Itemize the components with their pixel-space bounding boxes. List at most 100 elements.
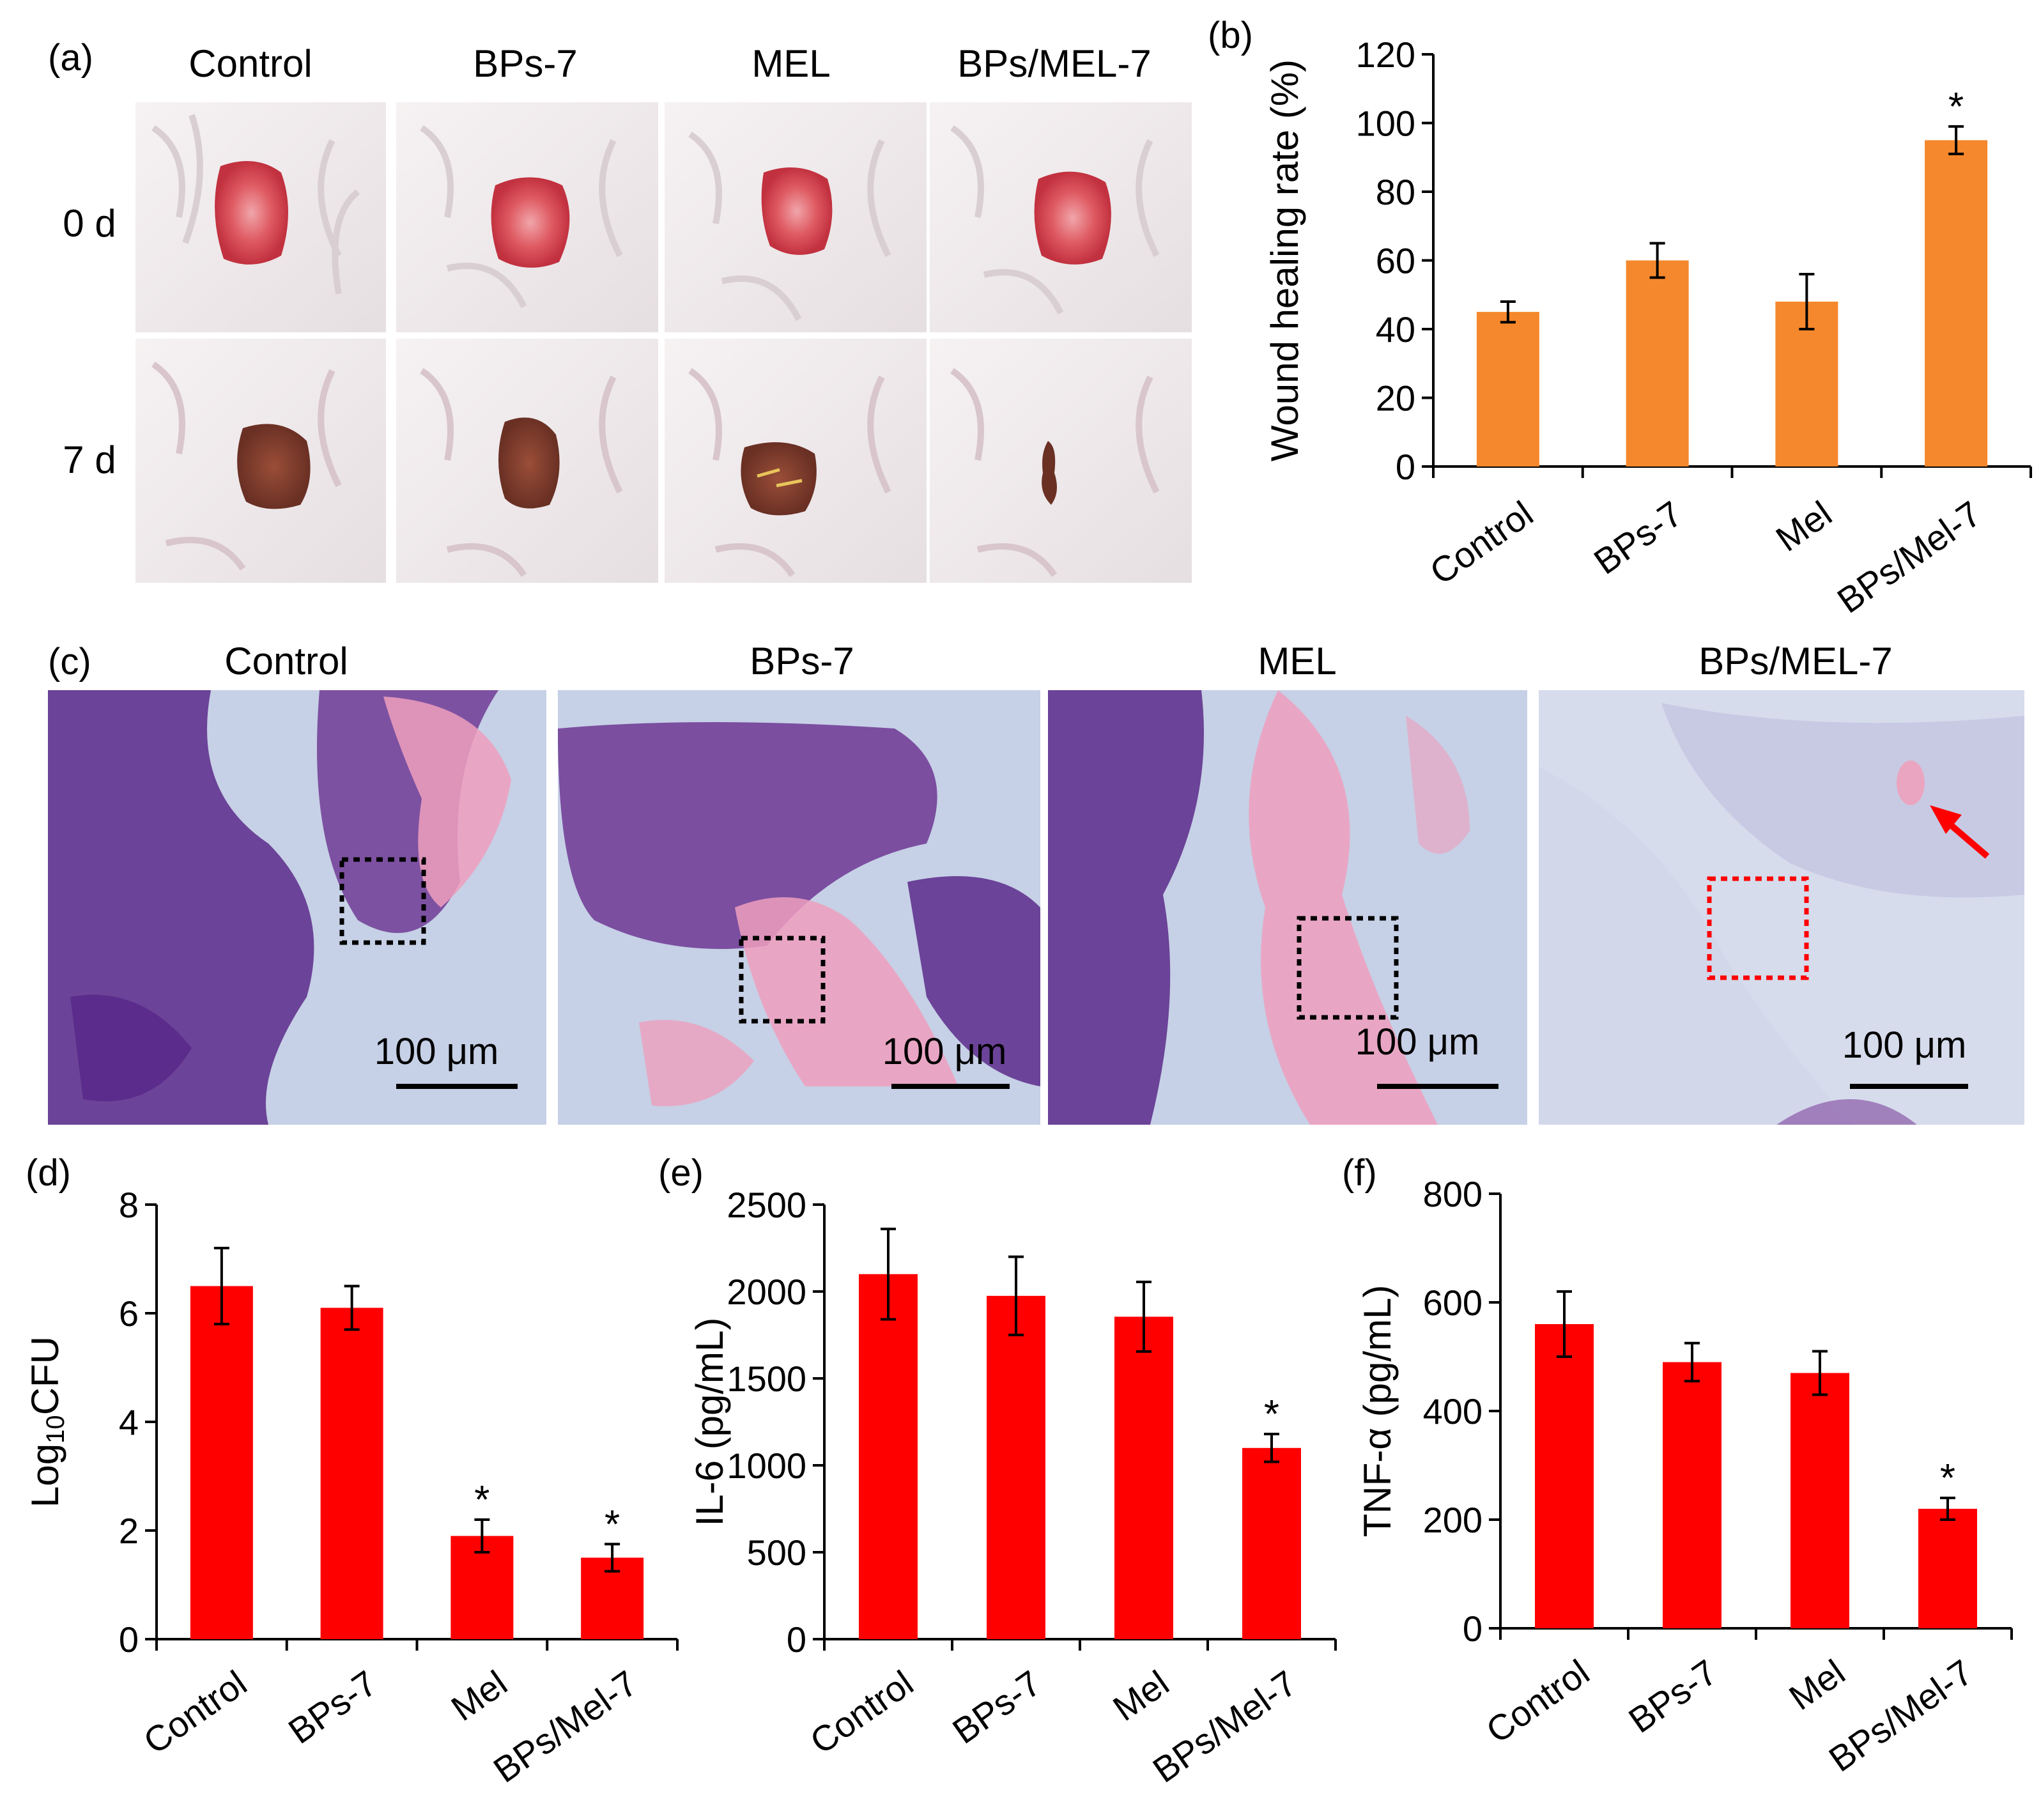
y-tick-label: 40 [1376, 309, 1415, 350]
panel-c-title-bpsmel7: BPs/MEL-7 [1698, 640, 1892, 682]
panel-e: (e) 0 500 1000 1500 2000 2500 Control BPs-7 Mel *… [658, 1152, 1337, 1791]
y-tick-label: 8 [119, 1185, 139, 1225]
panel-a: (a) Control BPs-7 MEL BPs/MEL-7 0 d 7 d [48, 37, 1192, 583]
chart-d: 0 2 4 6 8 Control BPs-7 * Mel * BPs/Mel-7 Log10CFU [24, 1185, 679, 1791]
roi-box-mel [1297, 916, 1399, 1020]
x-category-label: BPs/Mel-7 [1146, 1663, 1304, 1791]
panel-b-label: (b) [1208, 15, 1253, 56]
y-tick-label: 500 [747, 1532, 806, 1573]
y-tick-label: 20 [1376, 378, 1415, 419]
histo-bpsmel7: 100 μm [1539, 690, 2024, 1125]
panel-d: (d) 0 2 4 6 8 Control BPs-7 * Mel * BPs/Mel-7 Log10… [24, 1152, 679, 1791]
panel-f-label: (f) [1342, 1152, 1377, 1194]
y-tick-label: 600 [1423, 1283, 1483, 1323]
bar [1626, 260, 1689, 467]
x-category-label: Control [803, 1663, 920, 1762]
bar [320, 1307, 383, 1639]
histo-bps7: 100 μm [558, 690, 1040, 1125]
significance-mark: * [474, 1478, 489, 1522]
panel-a-col-control: Control [189, 42, 312, 85]
panel-c-label: (c) [48, 641, 91, 682]
y-tick-label: 200 [1423, 1500, 1483, 1540]
photo-control-7d [135, 339, 386, 583]
photo-mel-0d [665, 102, 927, 332]
scale-bar-label-control: 100 μm [374, 1031, 499, 1072]
scale-bar-label-mel: 100 μm [1355, 1021, 1480, 1063]
x-category-label: Control [1479, 1652, 1596, 1751]
x-category-label: Control [1422, 493, 1540, 592]
photo-control-0d [135, 102, 386, 332]
histo-control: 100 μm [48, 690, 546, 1125]
y-tick-label: 80 [1376, 172, 1415, 212]
photo-bpsmel7-0d [930, 102, 1192, 332]
y-tick-label: 400 [1423, 1391, 1483, 1431]
bar [1791, 1373, 1849, 1628]
photo-mel-7d [665, 339, 927, 583]
x-category-label: Control [136, 1663, 254, 1762]
red-arrow-icon [1930, 805, 1962, 834]
bar [1663, 1362, 1721, 1628]
panel-e-label: (e) [658, 1152, 704, 1194]
panel-c-title-bps7: BPs-7 [750, 640, 854, 682]
bar [987, 1295, 1045, 1639]
y-tick-label: 1500 [727, 1359, 806, 1399]
y-axis-label: IL-6 (pg/mL) [688, 1318, 731, 1527]
panel-a-row-7d: 7 d [63, 438, 116, 481]
y-tick-label: 2000 [727, 1272, 806, 1312]
significance-mark: * [605, 1502, 620, 1546]
panel-a-col-mel: MEL [751, 42, 830, 85]
y-axis-label: Log10CFU [24, 1336, 70, 1508]
panel-c: (c) Control BPs-7 MEL BPs/MEL-7 100 μm 1… [48, 640, 2024, 1125]
bar [859, 1274, 918, 1639]
x-category-label: BPs-7 [1587, 493, 1690, 582]
photo-bps7-7d [396, 339, 658, 583]
panel-b: (b) 0 20 40 60 80 100 120 Control BPs-7 Mel * BPs/M… [1208, 15, 2032, 621]
panel-a-col-bps7: BPs-7 [473, 42, 577, 85]
x-category-label: Mel [1782, 1652, 1852, 1718]
y-tick-label: 100 [1356, 104, 1415, 144]
panel-d-label: (d) [26, 1152, 71, 1194]
chart-f: 0 200 400 600 800 Control BPs-7 Mel * BPs/Mel-7 TN… [1356, 1174, 2013, 1780]
bar [1476, 312, 1539, 467]
chart-b: 0 20 40 60 80 100 120 Control BPs-7 Mel * BPs/Mel-7… [1263, 35, 2032, 621]
significance-mark: * [1940, 1456, 1955, 1500]
roi-box-bps7 [739, 936, 826, 1024]
panel-f: (f) 0 200 400 600 800 Control BPs-7 Mel * BPs/Mel… [1342, 1152, 2013, 1780]
chart-e: 0 500 1000 1500 2000 2500 Control BPs-7 Mel * BPs/… [688, 1185, 1337, 1791]
bar [1535, 1324, 1594, 1628]
y-tick-label: 60 [1376, 241, 1415, 281]
panel-c-title-mel: MEL [1258, 640, 1336, 682]
y-tick-label: 0 [1396, 447, 1415, 487]
y-axis-label: Wound healing rate (%) [1263, 59, 1306, 461]
significance-mark: * [1264, 1392, 1279, 1437]
y-tick-label: 0 [119, 1619, 139, 1660]
y-tick-label: 800 [1423, 1174, 1483, 1214]
bar [1242, 1447, 1301, 1639]
panel-a-col-bpsmel7: BPs/MEL-7 [957, 42, 1151, 85]
x-category-label: Mel [1105, 1663, 1176, 1729]
x-category-label: BPs/Mel-7 [1830, 493, 1989, 621]
photo-bps7-0d [396, 102, 658, 332]
panel-c-title-control: Control [224, 640, 348, 682]
x-category-label: Mel [444, 1663, 514, 1729]
significance-mark: * [1948, 85, 1964, 129]
panel-a-row-0d: 0 d [63, 202, 116, 245]
photo-bpsmel7-7d [930, 339, 1192, 583]
y-tick-label: 120 [1356, 35, 1415, 75]
y-tick-label: 1000 [727, 1446, 806, 1486]
x-category-label: BPs/Mel-7 [1822, 1652, 1980, 1780]
x-category-label: BPs-7 [1621, 1652, 1724, 1741]
bar [1114, 1316, 1173, 1639]
y-axis-label: TNF-α (pg/mL) [1356, 1285, 1399, 1538]
roi-box-bpsmel7 [1707, 876, 1809, 980]
panel-a-label: (a) [48, 37, 93, 79]
bar [190, 1286, 253, 1639]
y-tick-label: 0 [1463, 1608, 1483, 1649]
x-category-label: BPs/Mel-7 [486, 1663, 645, 1791]
y-tick-label: 6 [119, 1293, 139, 1334]
bar [1918, 1509, 1977, 1628]
x-category-label: Mel [1769, 493, 1839, 559]
y-tick-label: 2 [119, 1511, 139, 1551]
y-tick-label: 0 [787, 1619, 806, 1660]
